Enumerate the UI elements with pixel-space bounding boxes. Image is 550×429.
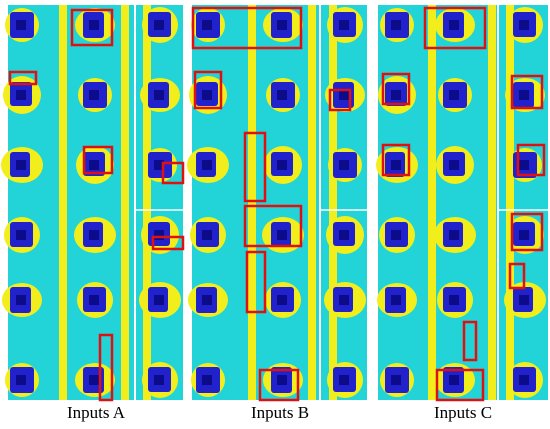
blue-blob xyxy=(519,20,529,30)
blue-blob xyxy=(339,375,349,385)
red-box xyxy=(510,74,544,110)
red-box xyxy=(161,161,185,185)
blue-blob xyxy=(339,90,349,100)
red-box xyxy=(243,131,267,203)
blue-blob xyxy=(277,20,287,30)
blue-blob xyxy=(449,20,459,30)
blue-blob xyxy=(449,90,459,100)
blue-blob xyxy=(277,295,287,305)
blue-blob xyxy=(449,295,459,305)
red-box xyxy=(151,235,185,251)
blue-blob xyxy=(391,90,401,100)
blue-blob xyxy=(202,375,212,385)
blue-blob xyxy=(16,295,26,305)
panel-label: Inputs B xyxy=(251,403,309,422)
red-box xyxy=(508,262,526,290)
red-box xyxy=(328,88,352,112)
red-box xyxy=(462,320,478,362)
blue-blob xyxy=(16,20,26,30)
blue-blob xyxy=(519,160,529,170)
blue-blob xyxy=(277,230,287,240)
blue-blob xyxy=(89,295,99,305)
red-box xyxy=(516,143,546,177)
red-box xyxy=(98,333,114,402)
panel-bg xyxy=(192,5,367,400)
blue-blob xyxy=(277,375,287,385)
blue-blob xyxy=(449,375,459,385)
yellow-stripe xyxy=(121,5,129,400)
yellow-stripe xyxy=(329,5,337,400)
blue-blob xyxy=(519,230,529,240)
panel-label: Inputs C xyxy=(434,403,492,422)
blue-blob xyxy=(16,375,26,385)
blue-blob xyxy=(16,90,26,100)
red-box xyxy=(191,6,303,50)
blue-blob xyxy=(449,160,459,170)
red-box xyxy=(435,368,485,402)
blue-blob xyxy=(519,90,529,100)
panel-label: Inputs A xyxy=(67,403,126,422)
red-box xyxy=(193,70,223,110)
red-box xyxy=(82,145,114,175)
yellow-stripe xyxy=(308,5,316,400)
blue-blob xyxy=(449,230,459,240)
blue-blob xyxy=(154,375,164,385)
yellow-stripe xyxy=(488,5,496,400)
red-box xyxy=(381,143,411,177)
blue-blob xyxy=(339,160,349,170)
blue-blob xyxy=(16,160,26,170)
blue-blob xyxy=(202,90,212,100)
red-box xyxy=(8,70,38,86)
blue-blob xyxy=(154,20,164,30)
blue-blob xyxy=(391,375,401,385)
yellow-stripe xyxy=(428,5,436,400)
red-box xyxy=(423,6,487,50)
blue-blob xyxy=(154,160,164,170)
blue-blob xyxy=(89,20,99,30)
blue-blob xyxy=(519,295,529,305)
blue-blob xyxy=(339,230,349,240)
yellow-stripe xyxy=(248,5,256,400)
blue-blob xyxy=(89,375,99,385)
blue-blob xyxy=(391,20,401,30)
blue-blob xyxy=(339,20,349,30)
blue-blob xyxy=(202,295,212,305)
blue-blob xyxy=(202,160,212,170)
blue-blob xyxy=(154,90,164,100)
blue-blob xyxy=(339,295,349,305)
blue-blob xyxy=(277,90,287,100)
blue-blob xyxy=(89,160,99,170)
blue-blob xyxy=(391,230,401,240)
yellow-stripe xyxy=(59,5,67,400)
blue-blob xyxy=(202,230,212,240)
blue-blob xyxy=(154,295,164,305)
blue-blob xyxy=(391,160,401,170)
blue-blob xyxy=(89,90,99,100)
blue-blob xyxy=(202,20,212,30)
yellow-stripe xyxy=(506,5,514,400)
yellow-stripe xyxy=(143,5,151,400)
red-box xyxy=(381,72,411,106)
blue-blob xyxy=(391,295,401,305)
panels xyxy=(1,5,548,402)
red-box xyxy=(243,204,303,248)
red-box xyxy=(70,8,114,47)
red-box xyxy=(245,250,267,314)
red-box xyxy=(510,212,544,252)
blue-blob xyxy=(154,230,164,240)
blue-blob xyxy=(277,160,287,170)
blue-blob xyxy=(16,230,26,240)
panel-bg xyxy=(8,5,183,400)
blue-blob xyxy=(89,230,99,240)
blue-blob xyxy=(519,375,529,385)
red-box xyxy=(258,368,300,402)
